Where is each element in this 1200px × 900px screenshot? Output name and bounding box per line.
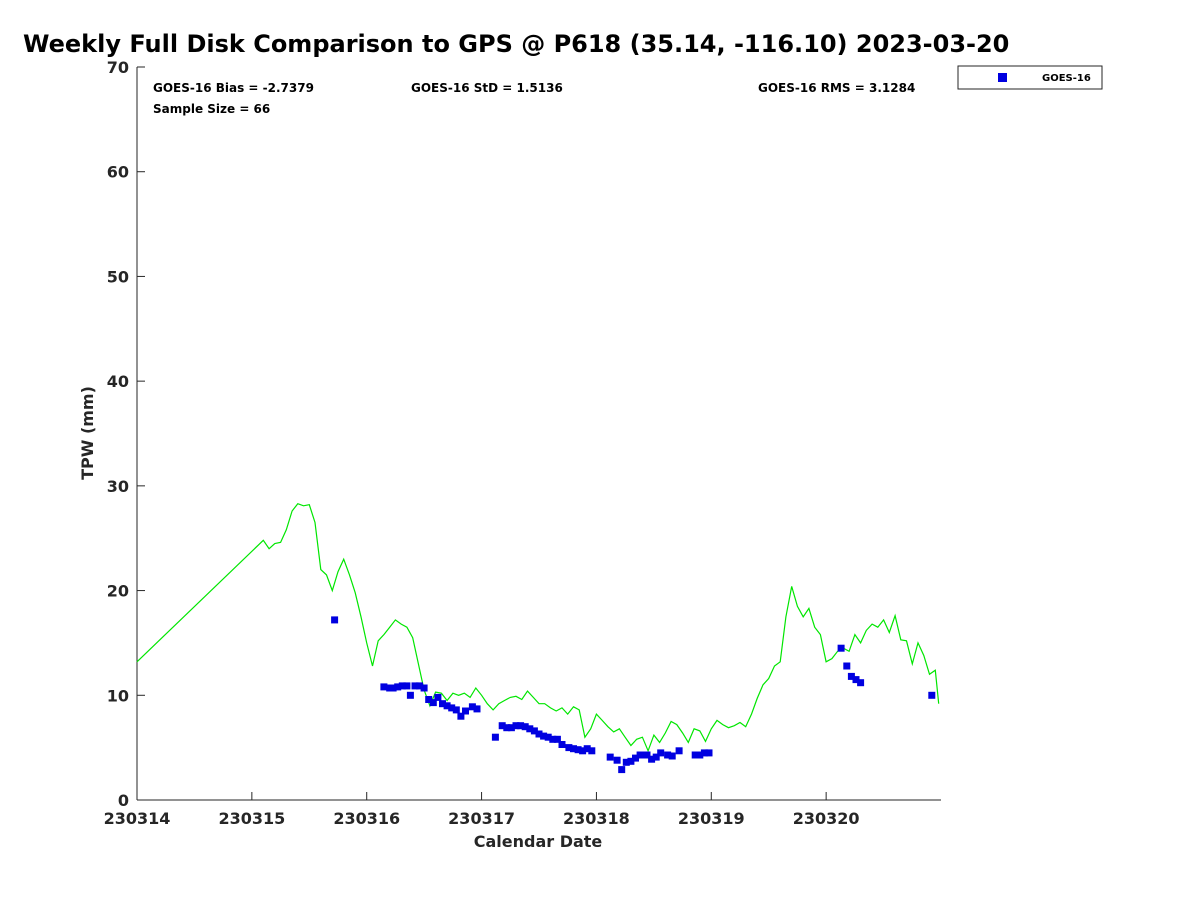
goes16-point [439, 700, 446, 708]
goes16-point [452, 706, 460, 714]
goes16-point [526, 725, 534, 733]
legend: GOES-16 [957, 65, 1103, 90]
gps-series-line [136, 502, 940, 753]
stat-rms: GOES-16 RMS = 3.1284 [758, 81, 915, 95]
goes16-point [420, 684, 428, 692]
goes16-point [847, 672, 855, 680]
goes16-point [691, 751, 699, 759]
goes16-point [857, 679, 865, 687]
gps-line-layer [136, 502, 940, 753]
goes16-point [843, 662, 851, 670]
goes16-point [705, 749, 713, 757]
goes16-point [530, 727, 538, 735]
goes16-point [613, 756, 621, 764]
stat-std: GOES-16 StD = 1.5136 [411, 81, 563, 95]
goes16-point [389, 684, 397, 692]
goes16-point [549, 735, 557, 743]
goes16-point [852, 676, 860, 684]
goes16-point [331, 616, 339, 624]
goes16-point [636, 751, 644, 759]
goes16-point [394, 683, 402, 691]
goes16-point [429, 699, 437, 707]
goes16-point [443, 702, 451, 710]
goes16-point [648, 755, 656, 763]
goes16-point [406, 691, 414, 699]
goes16-point [583, 745, 591, 753]
goes16-point [558, 741, 566, 748]
goes16-point [553, 735, 561, 743]
goes16-point [498, 722, 506, 730]
goes16-marker-layer [331, 616, 936, 774]
goes16-point [606, 753, 614, 761]
goes16-point [652, 753, 660, 761]
goes16-point [521, 723, 529, 731]
goes16-point [574, 746, 582, 754]
goes16-point [657, 749, 665, 757]
goes16-point [618, 766, 626, 774]
goes16-point [503, 724, 511, 732]
x-tick-label: 230319 [678, 809, 745, 828]
x-tick-label: 230315 [218, 809, 285, 828]
stat-bias: GOES-16 Bias = -2.7379 [153, 81, 314, 95]
y-tick-label: 30 [107, 477, 129, 496]
x-tick-label: 230318 [563, 809, 630, 828]
goes16-point [462, 707, 469, 715]
x-tick-label: 230316 [333, 809, 400, 828]
y-tick-label: 40 [107, 372, 129, 391]
legend-label-goes16: GOES-16 [1042, 73, 1091, 84]
goes16-point [512, 722, 520, 730]
goes16-point [535, 730, 543, 738]
goes16-point [380, 683, 388, 691]
goes16-point [837, 644, 845, 652]
legend-marker-goes16 [998, 73, 1007, 82]
y-tick-label: 70 [107, 58, 129, 77]
y-tick-label: 50 [107, 267, 129, 286]
chart-title: Weekly Full Disk Comparison to GPS @ P61… [23, 30, 1010, 58]
goes16-point [540, 732, 548, 740]
goes16-point [696, 751, 704, 759]
goes16-point [473, 705, 481, 713]
goes16-point [416, 682, 423, 690]
goes16-point [517, 722, 525, 730]
y-axis-label: TPW (mm) [78, 386, 97, 480]
y-tick-label: 20 [107, 582, 129, 601]
goes16-point [700, 749, 708, 757]
goes16-point [403, 682, 411, 690]
goes16-point [632, 754, 639, 762]
x-tick-label: 230317 [448, 809, 515, 828]
y-tick-label: 60 [107, 163, 129, 182]
x-tick-label: 230320 [793, 809, 860, 828]
y-tick-label: 10 [107, 686, 129, 705]
goes16-point [622, 758, 630, 766]
goes16-point [544, 733, 552, 741]
goes16-point [491, 733, 499, 741]
x-tick-label: 230314 [104, 809, 171, 828]
goes16-point [434, 693, 442, 701]
stat-sample-size: Sample Size = 66 [153, 102, 270, 116]
x-axis-label: Calendar Date [474, 832, 603, 851]
goes16-point [588, 747, 596, 755]
goes16-point [675, 747, 683, 755]
goes16-point [507, 724, 515, 732]
goes16-point [457, 712, 465, 720]
goes16-point [668, 752, 676, 760]
goes16-point [425, 696, 433, 703]
goes16-point [398, 682, 406, 690]
goes16-point [627, 757, 635, 765]
goes16-point [928, 691, 936, 699]
goes16-point [664, 751, 672, 759]
goes16-point [570, 745, 577, 753]
goes16-point [565, 744, 573, 752]
goes16-point [448, 704, 456, 712]
goes16-point [579, 747, 587, 755]
legend-box [957, 65, 1103, 90]
goes16-point [411, 682, 419, 690]
goes16-point [643, 751, 651, 759]
axes: 0 10 20 30 40 50 60 70 230314 230315 230316 230317 2… [104, 58, 941, 828]
goes16-point [468, 703, 476, 711]
y-tick-label: 0 [118, 791, 129, 810]
